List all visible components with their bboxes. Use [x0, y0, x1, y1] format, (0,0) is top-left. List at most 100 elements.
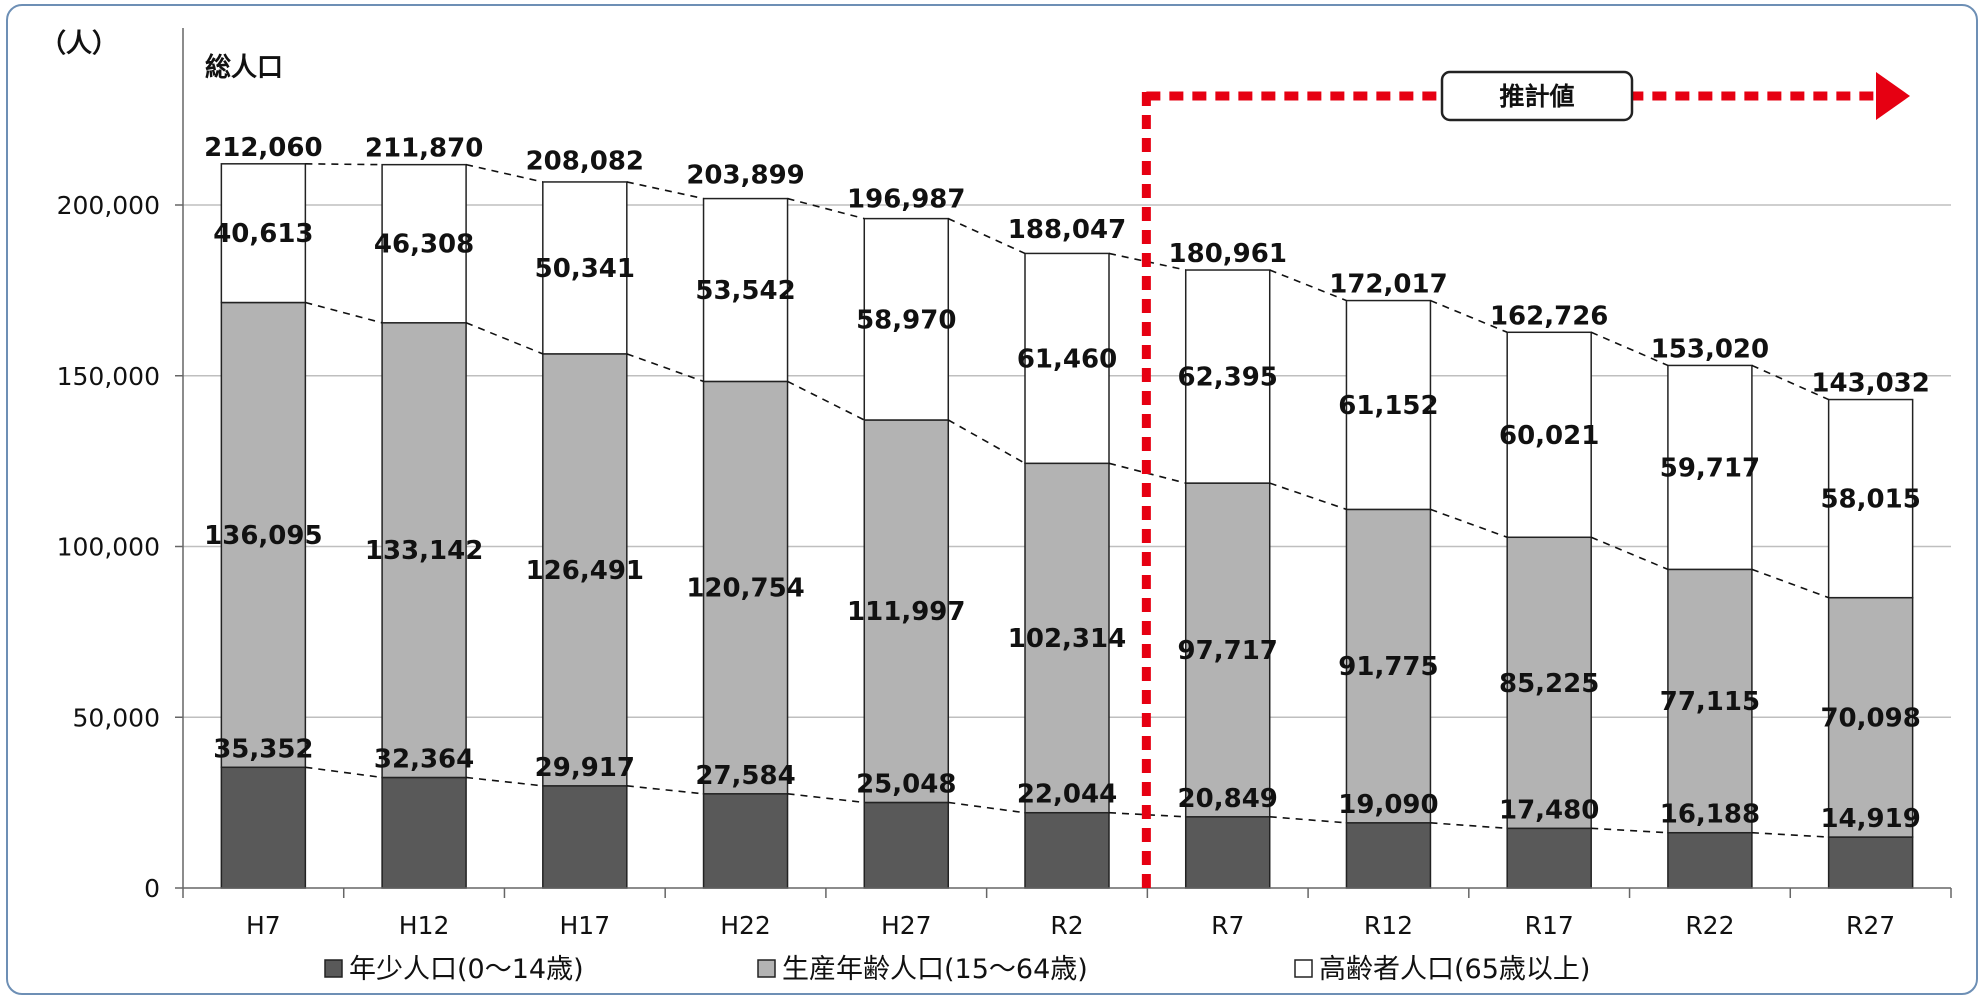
elderly-label: 40,613: [213, 219, 313, 249]
bar-working: [1827, 596, 1914, 838]
trend-line: [305, 163, 383, 166]
working-label: 136,095: [204, 521, 322, 551]
trend-line: [1430, 822, 1508, 830]
estimate-label-box: [1440, 70, 1634, 122]
total-label: 188,047: [1008, 215, 1126, 245]
bar-working: [1184, 482, 1271, 818]
legend-swatch-elderly: [1294, 959, 1313, 978]
total-label: 211,870: [365, 133, 483, 163]
bar-young: [220, 766, 307, 889]
x-tick-label: H12: [399, 911, 450, 940]
total-label: 143,032: [1811, 369, 1929, 399]
elderly-label: 59,717: [1660, 453, 1760, 483]
working-label: 97,717: [1178, 636, 1278, 666]
trend-line: [787, 380, 865, 421]
trend-line: [787, 793, 865, 804]
young-label: 25,048: [856, 769, 956, 799]
legend-label-elderly: 高齢者人口(65歳以上): [1319, 954, 1590, 985]
total-label: 196,987: [847, 184, 965, 214]
x-tick-label: R22: [1685, 911, 1734, 940]
trend-line: [305, 301, 383, 324]
trend-line: [1751, 568, 1829, 599]
chart-frame: [6, 4, 1978, 995]
trend-line: [1751, 831, 1829, 838]
bar-elderly: [1184, 269, 1271, 484]
bar-elderly: [863, 217, 950, 421]
working-label: 70,098: [1820, 703, 1920, 733]
bar-working: [1506, 536, 1592, 830]
x-tick-label: R2: [1050, 911, 1083, 940]
total-label: 203,899: [686, 161, 804, 191]
trend-line: [1751, 364, 1829, 401]
working-label: 133,142: [365, 536, 483, 566]
trend-line: [1269, 269, 1347, 302]
bar-working: [1024, 462, 1110, 814]
young-label: 22,044: [1017, 780, 1117, 810]
bar-elderly: [702, 197, 789, 383]
young-label: 35,352: [213, 734, 313, 764]
y-tick-label: 150,000: [57, 362, 160, 391]
trend-line: [1430, 299, 1508, 334]
trend-line: [626, 353, 704, 383]
y-tick-label: 50,000: [73, 703, 160, 732]
bar-elderly: [381, 163, 467, 324]
bar-working: [381, 322, 467, 779]
trend-line: [465, 322, 544, 355]
working-label: 91,775: [1338, 652, 1438, 682]
elderly-label: 58,015: [1820, 485, 1920, 515]
young-label: 14,919: [1820, 804, 1920, 834]
young-label: 16,188: [1660, 800, 1760, 830]
bar-working: [220, 301, 307, 769]
trend-line: [1590, 536, 1669, 571]
elderly-label: 50,341: [535, 254, 635, 284]
trend-line: [1269, 816, 1347, 824]
y-tick-label: 100,000: [57, 533, 160, 562]
young-label: 32,364: [374, 744, 474, 774]
trend-line: [1591, 827, 1668, 834]
chart-title: 総人口: [205, 52, 283, 83]
elderly-label: 61,460: [1017, 344, 1117, 374]
elderly-label: 60,021: [1499, 421, 1599, 451]
young-label: 17,480: [1499, 795, 1599, 825]
legend-swatch-young: [324, 959, 343, 978]
bar-young: [863, 801, 950, 889]
bar-young: [702, 793, 789, 889]
trend-line: [305, 766, 383, 779]
total-label: 162,726: [1490, 301, 1608, 331]
elderly-label: 46,308: [374, 230, 474, 260]
bar-young: [1024, 811, 1110, 889]
trend-line: [466, 776, 543, 787]
young-label: 19,090: [1338, 790, 1438, 820]
young-label: 27,584: [695, 761, 795, 791]
elderly-label: 62,395: [1178, 363, 1278, 393]
bar-elderly: [1667, 364, 1753, 571]
bar-young: [1184, 816, 1271, 889]
bar-elderly: [1506, 331, 1592, 539]
total-label: 153,020: [1651, 334, 1769, 364]
bar-elderly: [542, 181, 628, 355]
x-tick-label: H27: [881, 911, 932, 940]
bar-young: [1345, 822, 1432, 889]
bar-young: [1827, 836, 1914, 889]
x-tick-label: R7: [1211, 911, 1244, 940]
trend-line: [947, 217, 1026, 255]
estimate-label: 推計値: [1499, 82, 1574, 111]
total-label: 172,017: [1329, 270, 1447, 300]
x-tick-label: H7: [246, 911, 281, 940]
x-tick-label: R17: [1525, 911, 1574, 940]
working-label: 85,225: [1499, 669, 1599, 699]
bar-young: [381, 776, 467, 889]
x-tick-label: R12: [1364, 911, 1413, 940]
bar-young: [1506, 827, 1592, 889]
bar-working: [1345, 508, 1432, 824]
elderly-label: 58,970: [856, 305, 956, 335]
trend-line: [626, 785, 704, 795]
elderly-label: 53,542: [695, 276, 795, 306]
working-label: 77,115: [1660, 687, 1760, 717]
trend-line: [787, 197, 865, 220]
young-label: 29,917: [535, 753, 635, 783]
elderly-label: 61,152: [1338, 391, 1438, 421]
working-label: 111,997: [847, 597, 965, 627]
trend-line: [948, 801, 1026, 814]
